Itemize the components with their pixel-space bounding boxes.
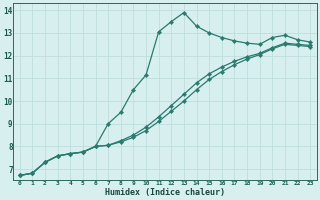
X-axis label: Humidex (Indice chaleur): Humidex (Indice chaleur)	[105, 188, 225, 197]
